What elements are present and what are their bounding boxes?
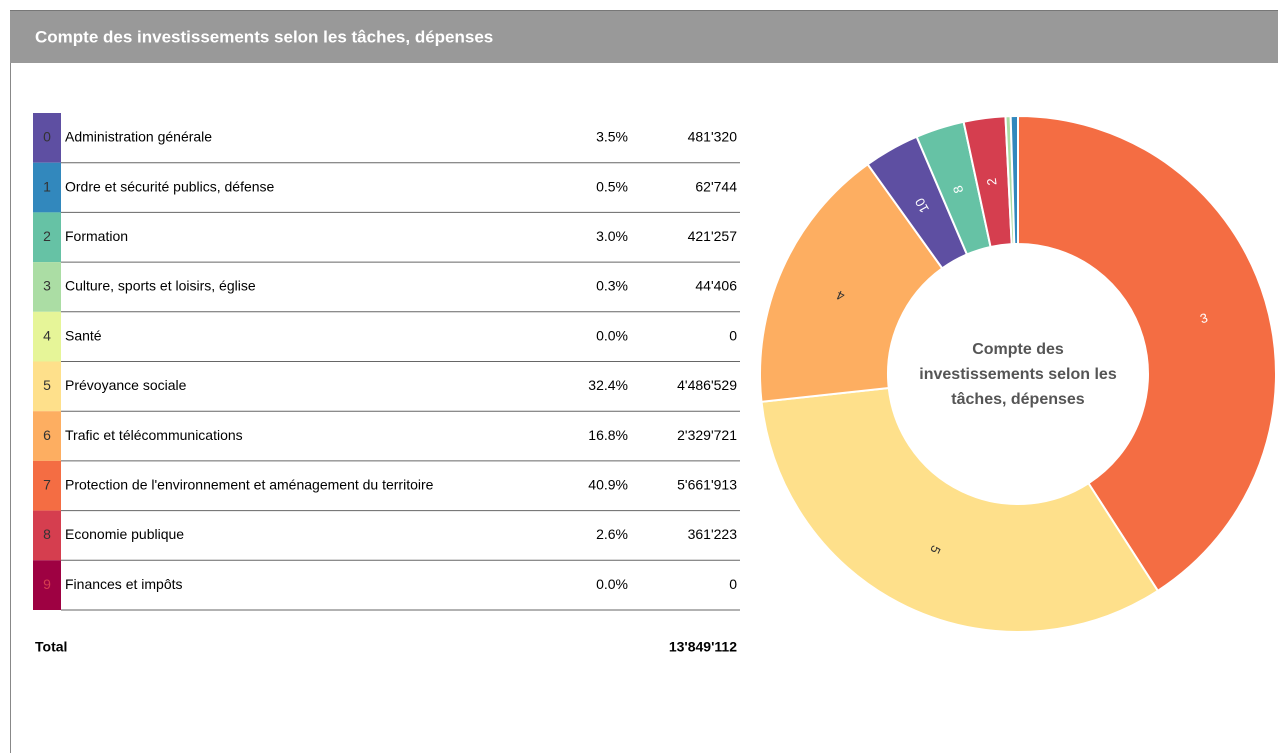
row-percent: 32.4% bbox=[588, 377, 628, 393]
row-name: Culture, sports et loisirs, église bbox=[65, 278, 256, 294]
row-amount: 4'486'529 bbox=[677, 377, 737, 393]
row-amount: 44'406 bbox=[695, 278, 737, 294]
color-swatch bbox=[33, 510, 61, 561]
row-percent: 16.8% bbox=[588, 427, 628, 443]
color-swatch bbox=[33, 113, 61, 163]
row-amount: 361'223 bbox=[688, 526, 738, 542]
row-name: Economie publique bbox=[65, 526, 184, 542]
color-swatch bbox=[33, 212, 61, 263]
row-percent: 0.0% bbox=[596, 327, 628, 343]
donut-center-title: Compte des bbox=[972, 341, 1064, 358]
slice-label: 10 bbox=[912, 195, 932, 215]
donut-slice bbox=[759, 162, 944, 403]
row-amount: 62'744 bbox=[695, 178, 737, 194]
row-amount: 481'320 bbox=[688, 129, 738, 145]
donut-slice bbox=[760, 386, 1160, 633]
donut-center-title: tâches, dépenses bbox=[951, 391, 1085, 408]
total-label: Total bbox=[35, 639, 67, 655]
row-code: 9 bbox=[43, 576, 51, 592]
donut-slice bbox=[1017, 114, 1277, 593]
row-name: Administration générale bbox=[65, 129, 212, 145]
header-bar bbox=[10, 10, 1278, 63]
color-swatch bbox=[33, 560, 61, 610]
row-name: Trafic et télécommunications bbox=[65, 427, 243, 443]
row-code: 1 bbox=[43, 178, 51, 194]
color-swatch bbox=[33, 361, 61, 412]
row-name: Formation bbox=[65, 228, 128, 244]
row-code: 6 bbox=[43, 427, 51, 443]
row-percent: 3.0% bbox=[596, 228, 628, 244]
total-value: 13'849'112 bbox=[669, 639, 737, 655]
row-code: 3 bbox=[43, 278, 51, 294]
row-amount: 0 bbox=[729, 576, 737, 592]
row-percent: 0.5% bbox=[596, 178, 628, 194]
slice-label: 8 bbox=[950, 184, 966, 195]
color-swatch bbox=[33, 162, 61, 213]
row-percent: 40.9% bbox=[588, 476, 628, 492]
color-swatch bbox=[33, 460, 61, 511]
header-title: Compte des investissements selon les tâc… bbox=[35, 27, 493, 46]
row-code: 4 bbox=[43, 327, 51, 343]
row-amount: 0 bbox=[729, 327, 737, 343]
row-name: Santé bbox=[65, 327, 102, 343]
slice-label: 3 bbox=[1198, 310, 1209, 326]
donut-center-title: investissements selon les bbox=[919, 366, 1117, 383]
color-swatch bbox=[33, 411, 61, 461]
row-name: Finances et impôts bbox=[65, 576, 183, 592]
slice-label: 2 bbox=[984, 177, 1000, 186]
row-percent: 0.3% bbox=[596, 278, 628, 294]
row-name: Protection de l'environnement et aménage… bbox=[65, 476, 434, 492]
color-swatch bbox=[33, 262, 61, 312]
donut-slice bbox=[1009, 114, 1019, 246]
row-code: 8 bbox=[43, 526, 51, 542]
row-amount: 421'257 bbox=[688, 228, 738, 244]
row-percent: 3.5% bbox=[596, 129, 628, 145]
color-swatch bbox=[33, 311, 61, 362]
row-amount: 5'661'913 bbox=[677, 476, 737, 492]
row-amount: 2'329'721 bbox=[677, 427, 737, 443]
row-percent: 0.0% bbox=[596, 576, 628, 592]
row-name: Ordre et sécurité publics, défense bbox=[65, 178, 275, 194]
row-code: 2 bbox=[43, 228, 51, 244]
row-code: 5 bbox=[43, 377, 51, 393]
row-code: 7 bbox=[43, 476, 51, 492]
row-percent: 2.6% bbox=[596, 526, 628, 542]
row-name: Prévoyance sociale bbox=[65, 377, 187, 393]
row-code: 0 bbox=[43, 129, 51, 145]
